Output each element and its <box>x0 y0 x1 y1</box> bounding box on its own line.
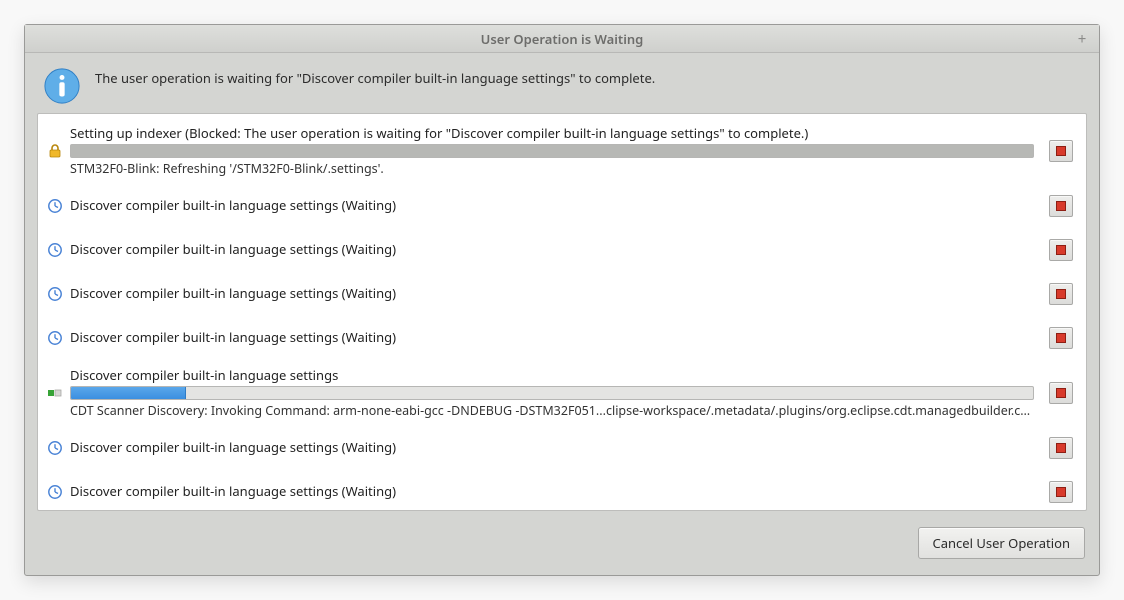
task-title: Discover compiler built-in language sett… <box>70 240 1034 258</box>
task-body: Discover compiler built-in language sett… <box>66 478 1044 506</box>
stop-task-button[interactable] <box>1049 382 1073 404</box>
task-row: Setting up indexer (Blocked: The user op… <box>38 118 1086 184</box>
task-row: Discover compiler built-in language sett… <box>38 426 1086 470</box>
stop-task-button[interactable] <box>1049 195 1073 217</box>
task-stop-cell <box>1044 283 1078 305</box>
task-subtext: STM32F0-Blink: Refreshing '/STM32F0-Blin… <box>70 160 1034 177</box>
stop-icon <box>1056 201 1066 211</box>
task-status-icon <box>44 286 66 302</box>
clock-icon <box>47 286 63 302</box>
task-title: Discover compiler built-in language sett… <box>70 196 1034 214</box>
task-row: Discover compiler built-in language sett… <box>38 316 1086 360</box>
footer: Cancel User Operation <box>25 511 1099 575</box>
task-title: Discover compiler built-in language sett… <box>70 482 1034 500</box>
task-body: Discover compiler built-in language sett… <box>66 280 1044 308</box>
info-icon <box>43 67 81 105</box>
task-body: Discover compiler built-in language sett… <box>66 324 1044 352</box>
stop-task-button[interactable] <box>1049 437 1073 459</box>
run-icon <box>47 387 63 399</box>
task-subtext: CDT Scanner Discovery: Invoking Command:… <box>70 402 1034 419</box>
stop-icon <box>1056 289 1066 299</box>
task-stop-cell <box>1044 327 1078 349</box>
header: The user operation is waiting for "Disco… <box>25 53 1099 113</box>
task-row: Discover compiler built-in language sett… <box>38 184 1086 228</box>
stop-icon <box>1056 443 1066 453</box>
stop-task-button[interactable] <box>1049 327 1073 349</box>
clock-icon <box>47 440 63 456</box>
dialog-window: User Operation is Waiting + The user ope… <box>24 24 1100 576</box>
task-list[interactable]: Setting up indexer (Blocked: The user op… <box>38 114 1086 510</box>
cancel-user-operation-button[interactable]: Cancel User Operation <box>918 527 1086 559</box>
task-progress-bar <box>70 386 1034 400</box>
task-progress-fill <box>71 387 186 399</box>
task-status-icon <box>44 330 66 346</box>
stop-task-button[interactable] <box>1049 481 1073 503</box>
task-row: Discover compiler built-in language sett… <box>38 470 1086 510</box>
task-title: Discover compiler built-in language sett… <box>70 284 1034 302</box>
task-status-icon <box>44 143 66 159</box>
task-stop-cell <box>1044 437 1078 459</box>
clock-icon <box>47 330 63 346</box>
task-title: Discover compiler built-in language sett… <box>70 438 1034 456</box>
task-status-icon <box>44 242 66 258</box>
clock-icon <box>47 484 63 500</box>
task-list-container: Setting up indexer (Blocked: The user op… <box>37 113 1087 511</box>
task-body: Discover compiler built-in language sett… <box>66 362 1044 423</box>
stop-task-button[interactable] <box>1049 140 1073 162</box>
task-stop-cell <box>1044 239 1078 261</box>
task-body: Discover compiler built-in language sett… <box>66 192 1044 220</box>
task-status-icon <box>44 387 66 399</box>
lock-icon <box>47 143 63 159</box>
task-row: Discover compiler built-in language sett… <box>38 360 1086 426</box>
task-title: Discover compiler built-in language sett… <box>70 328 1034 346</box>
stop-icon <box>1056 333 1066 343</box>
task-stop-cell <box>1044 195 1078 217</box>
task-row: Discover compiler built-in language sett… <box>38 272 1086 316</box>
maximize-icon[interactable]: + <box>1073 29 1091 49</box>
task-status-icon <box>44 198 66 214</box>
titlebar: User Operation is Waiting + <box>25 25 1099 53</box>
task-progress-bar <box>70 144 1034 158</box>
task-title: Discover compiler built-in language sett… <box>70 366 1034 384</box>
stop-task-button[interactable] <box>1049 283 1073 305</box>
stop-icon <box>1056 388 1066 398</box>
clock-icon <box>47 242 63 258</box>
task-row: Discover compiler built-in language sett… <box>38 228 1086 272</box>
task-title: Setting up indexer (Blocked: The user op… <box>70 124 1034 142</box>
task-stop-cell <box>1044 382 1078 404</box>
task-body: Setting up indexer (Blocked: The user op… <box>66 120 1044 181</box>
task-status-icon <box>44 440 66 456</box>
stop-icon <box>1056 245 1066 255</box>
stop-icon <box>1056 146 1066 156</box>
header-text: The user operation is waiting for "Disco… <box>95 67 1081 87</box>
task-status-icon <box>44 484 66 500</box>
task-body: Discover compiler built-in language sett… <box>66 434 1044 462</box>
task-stop-cell <box>1044 481 1078 503</box>
task-body: Discover compiler built-in language sett… <box>66 236 1044 264</box>
stop-icon <box>1056 487 1066 497</box>
dialog-title: User Operation is Waiting <box>51 30 1073 48</box>
clock-icon <box>47 198 63 214</box>
stop-task-button[interactable] <box>1049 239 1073 261</box>
task-stop-cell <box>1044 140 1078 162</box>
